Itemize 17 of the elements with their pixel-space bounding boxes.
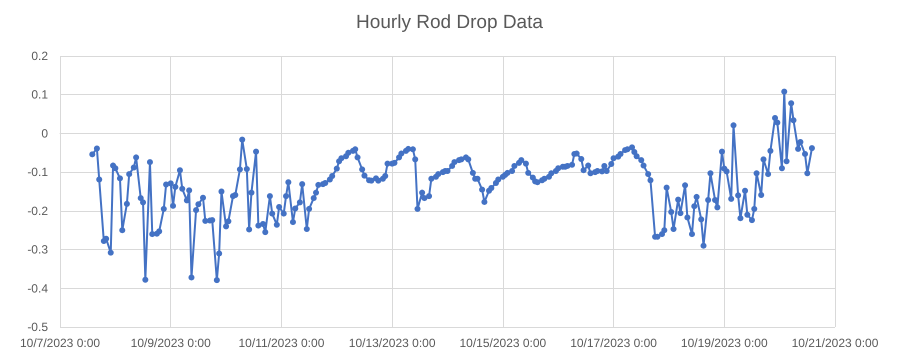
chart-title: Hourly Rod Drop Data bbox=[356, 12, 544, 33]
y-tick-label: -0.3 bbox=[27, 242, 48, 257]
x-tick-label: 10/11/2023 0:00 bbox=[238, 336, 325, 350]
x-tick-label: 10/19/2023 0:00 bbox=[680, 336, 768, 350]
x-tick-label: 10/9/2023 0:00 bbox=[130, 336, 212, 350]
y-tick-label: 0 bbox=[41, 126, 48, 140]
y-tick-label: -0.5 bbox=[27, 320, 48, 334]
y-tick-label: -0.2 bbox=[27, 204, 48, 218]
x-tick-label: 10/13/2023 0:00 bbox=[348, 336, 436, 350]
y-tick-label: -0.4 bbox=[27, 281, 48, 296]
y-tick-label: -0.1 bbox=[27, 165, 48, 180]
y-tick-label: 0.2 bbox=[31, 49, 48, 63]
x-tick-label: 10/15/2023 0:00 bbox=[459, 336, 547, 350]
x-tick-label: 10/17/2023 0:00 bbox=[570, 336, 658, 350]
x-tick-label: 10/7/2023 0:00 bbox=[20, 336, 100, 350]
x-tick-label: 10/21/2023 0:00 bbox=[792, 336, 879, 350]
y-tick-label: 0.1 bbox=[31, 88, 48, 102]
